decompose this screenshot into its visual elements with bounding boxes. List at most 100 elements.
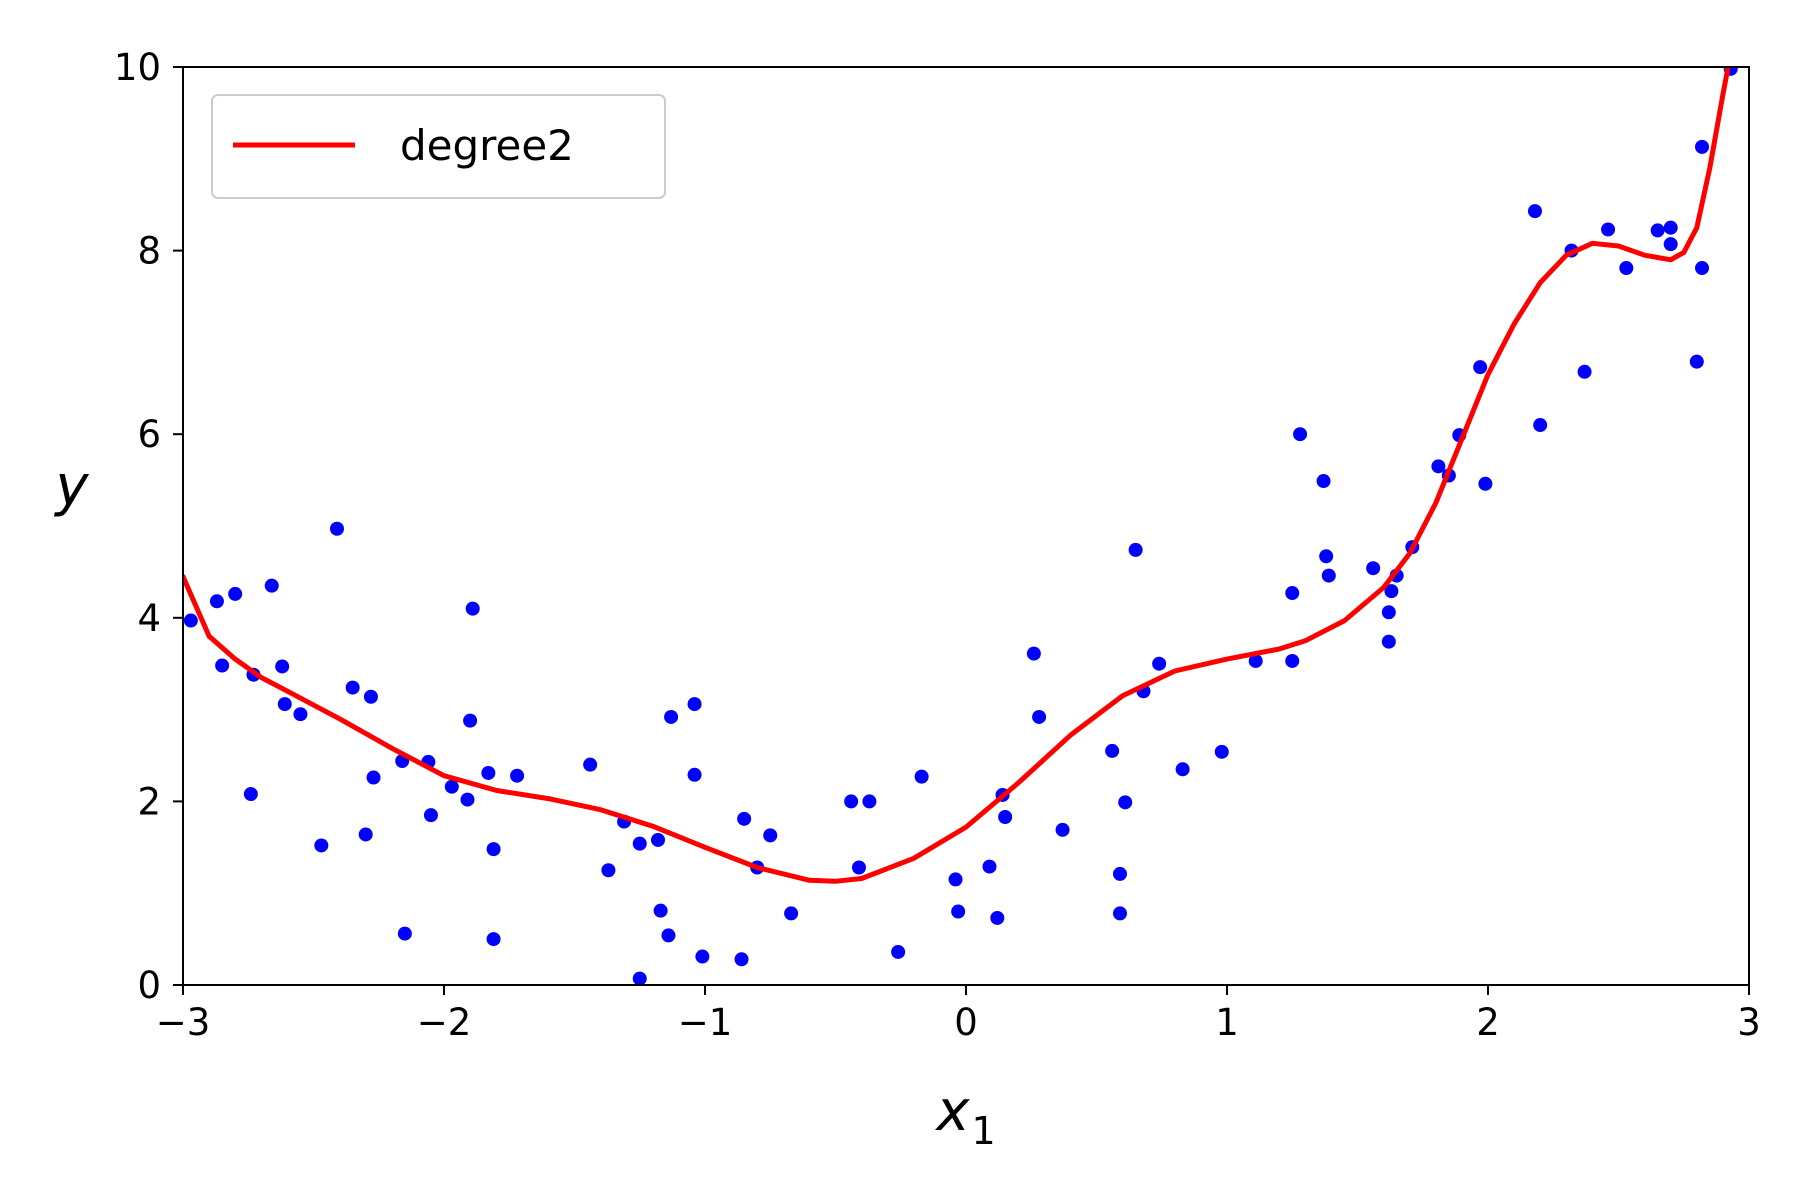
data-point [632, 971, 647, 985]
data-point [366, 770, 381, 785]
data-point [1214, 744, 1229, 759]
y-tick-label: 0 [137, 964, 161, 1007]
data-point [215, 658, 230, 673]
data-point [460, 792, 475, 807]
x-tick-label: −2 [417, 1001, 472, 1044]
x-axis-label: x1 [934, 1079, 995, 1153]
data-point [314, 838, 329, 853]
data-point [1175, 762, 1190, 777]
x-tick-label: 0 [954, 1001, 978, 1044]
data-point [444, 779, 459, 794]
x-tick-label: 3 [1737, 1001, 1761, 1044]
data-point [1695, 261, 1710, 276]
data-point [891, 944, 906, 959]
legend-label-degree2: degree2 [400, 121, 574, 170]
data-point [687, 697, 702, 712]
data-point [209, 594, 224, 609]
data-point [998, 810, 1013, 825]
data-point [264, 578, 279, 593]
data-point [601, 863, 616, 878]
data-point [651, 832, 666, 847]
data-point [1316, 474, 1331, 489]
data-point [486, 932, 501, 947]
series-line-degree2 [183, 67, 1731, 884]
data-point [1105, 743, 1120, 758]
y-tick-label: 4 [137, 597, 161, 640]
data-point [583, 757, 598, 772]
data-point [653, 903, 668, 918]
data-point [687, 767, 702, 782]
data-point [293, 707, 308, 722]
data-point [661, 928, 676, 943]
data-point [183, 613, 198, 628]
data-point [1032, 709, 1047, 724]
data-point [358, 827, 373, 842]
data-point [1152, 656, 1167, 671]
data-point [363, 689, 378, 704]
x-tick-label: 2 [1476, 1001, 1500, 1044]
x-axis-label-subscript: 1 [971, 1109, 995, 1153]
legend-box [211, 94, 666, 199]
x-tick-label: −1 [678, 1001, 733, 1044]
y-axis-label: y [53, 454, 89, 519]
data-point [1650, 223, 1665, 238]
x-tick-label: −3 [156, 1001, 211, 1044]
data-point [1319, 549, 1334, 564]
data-point [1118, 795, 1133, 810]
data-point [1527, 204, 1542, 219]
data-point [1689, 354, 1704, 369]
data-point [632, 836, 647, 851]
y-tick-label: 2 [137, 780, 161, 823]
data-point [1128, 542, 1143, 557]
data-point [329, 521, 344, 536]
data-point [1431, 459, 1446, 474]
data-point [465, 601, 480, 616]
data-point [1366, 561, 1381, 576]
data-point [228, 586, 243, 601]
data-point [734, 952, 749, 967]
data-point [664, 709, 679, 724]
data-point [1112, 906, 1127, 921]
data-point [481, 765, 496, 780]
data-point [1577, 364, 1592, 379]
data-point [737, 811, 752, 826]
data-point [463, 713, 478, 728]
data-point [1601, 222, 1616, 237]
data-point [1663, 237, 1678, 252]
data-point [510, 768, 525, 783]
y-tick-label: 8 [137, 230, 161, 273]
data-point [397, 926, 412, 941]
data-point [695, 949, 710, 964]
data-point [1478, 476, 1493, 491]
data-point [784, 906, 799, 921]
data-point [990, 910, 1005, 925]
data-point [1695, 139, 1710, 154]
data-point [948, 872, 963, 887]
data-point [844, 794, 859, 809]
data-point [1381, 634, 1396, 649]
data-point [1321, 568, 1336, 583]
data-point [851, 860, 866, 875]
data-point [486, 842, 501, 857]
data-point [275, 659, 290, 674]
data-point [1619, 261, 1634, 276]
data-point [862, 794, 877, 809]
data-point [1026, 646, 1041, 661]
data-point [1055, 822, 1070, 837]
data-point [1381, 605, 1396, 620]
data-point [345, 680, 360, 695]
data-point [1293, 427, 1308, 442]
data-point [1663, 220, 1678, 235]
data-point [243, 787, 258, 802]
y-tick-label: 6 [137, 413, 161, 456]
data-point [1473, 360, 1488, 375]
data-point [951, 904, 966, 919]
y-tick-label: 10 [114, 46, 161, 89]
data-point [1248, 653, 1263, 668]
data-point [277, 697, 292, 712]
x-axis-label-main: x [934, 1079, 970, 1144]
data-point [423, 808, 438, 823]
data-point [763, 828, 778, 843]
data-point [1112, 866, 1127, 881]
